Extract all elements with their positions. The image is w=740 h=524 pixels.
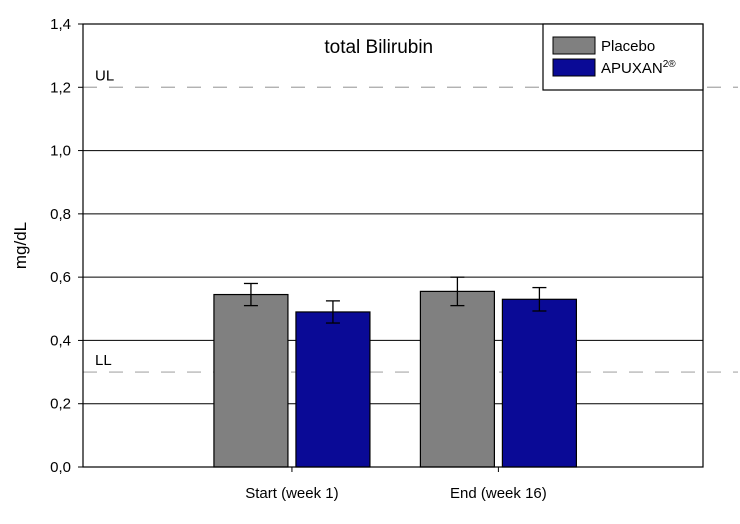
reference-line-label: UL (95, 67, 114, 84)
plot-frame (82, 23, 704, 468)
error-bars (243, 276, 547, 324)
chart-title: total Bilirubin (324, 37, 433, 58)
y-tick-label: 1,4 (50, 16, 71, 33)
bar (213, 293, 289, 468)
y-tick-label: 0,0 (50, 459, 71, 476)
x-tick-label: End (week 16) (450, 485, 547, 502)
reference-line-label: LL (95, 352, 112, 369)
bar (419, 290, 495, 468)
y-tick-label: 0,8 (50, 206, 71, 223)
y-tick-label: 1,2 (50, 79, 71, 96)
y-axis-label: mg/dL (11, 222, 30, 269)
legend-label: Placebo (601, 38, 655, 55)
bar (501, 298, 577, 468)
legend-swatch (552, 36, 596, 55)
y-tick-label: 1,0 (50, 143, 71, 160)
legend-swatch (552, 58, 596, 77)
legend-label-superscript: 2® (663, 59, 677, 70)
y-ticks: 0,0 0,2 0,4 0,6 0,8 1,0 1,2 1,4 (50, 16, 83, 476)
y-tick-label: 0,2 (50, 396, 71, 413)
gridlines (83, 150, 703, 405)
legend: Placebo APUXAN2® (542, 23, 704, 91)
legend-label: APUXAN2® (601, 59, 676, 77)
legend-box (542, 23, 704, 91)
bar (295, 311, 371, 468)
x-tick-label: Start (week 1) (245, 485, 338, 502)
reference-lines: UL LL (83, 67, 738, 373)
x-ticks: Start (week 1) End (week 16) (245, 467, 547, 502)
y-tick-label: 0,6 (50, 269, 71, 286)
bars (213, 290, 577, 468)
y-tick-label: 0,4 (50, 332, 71, 349)
